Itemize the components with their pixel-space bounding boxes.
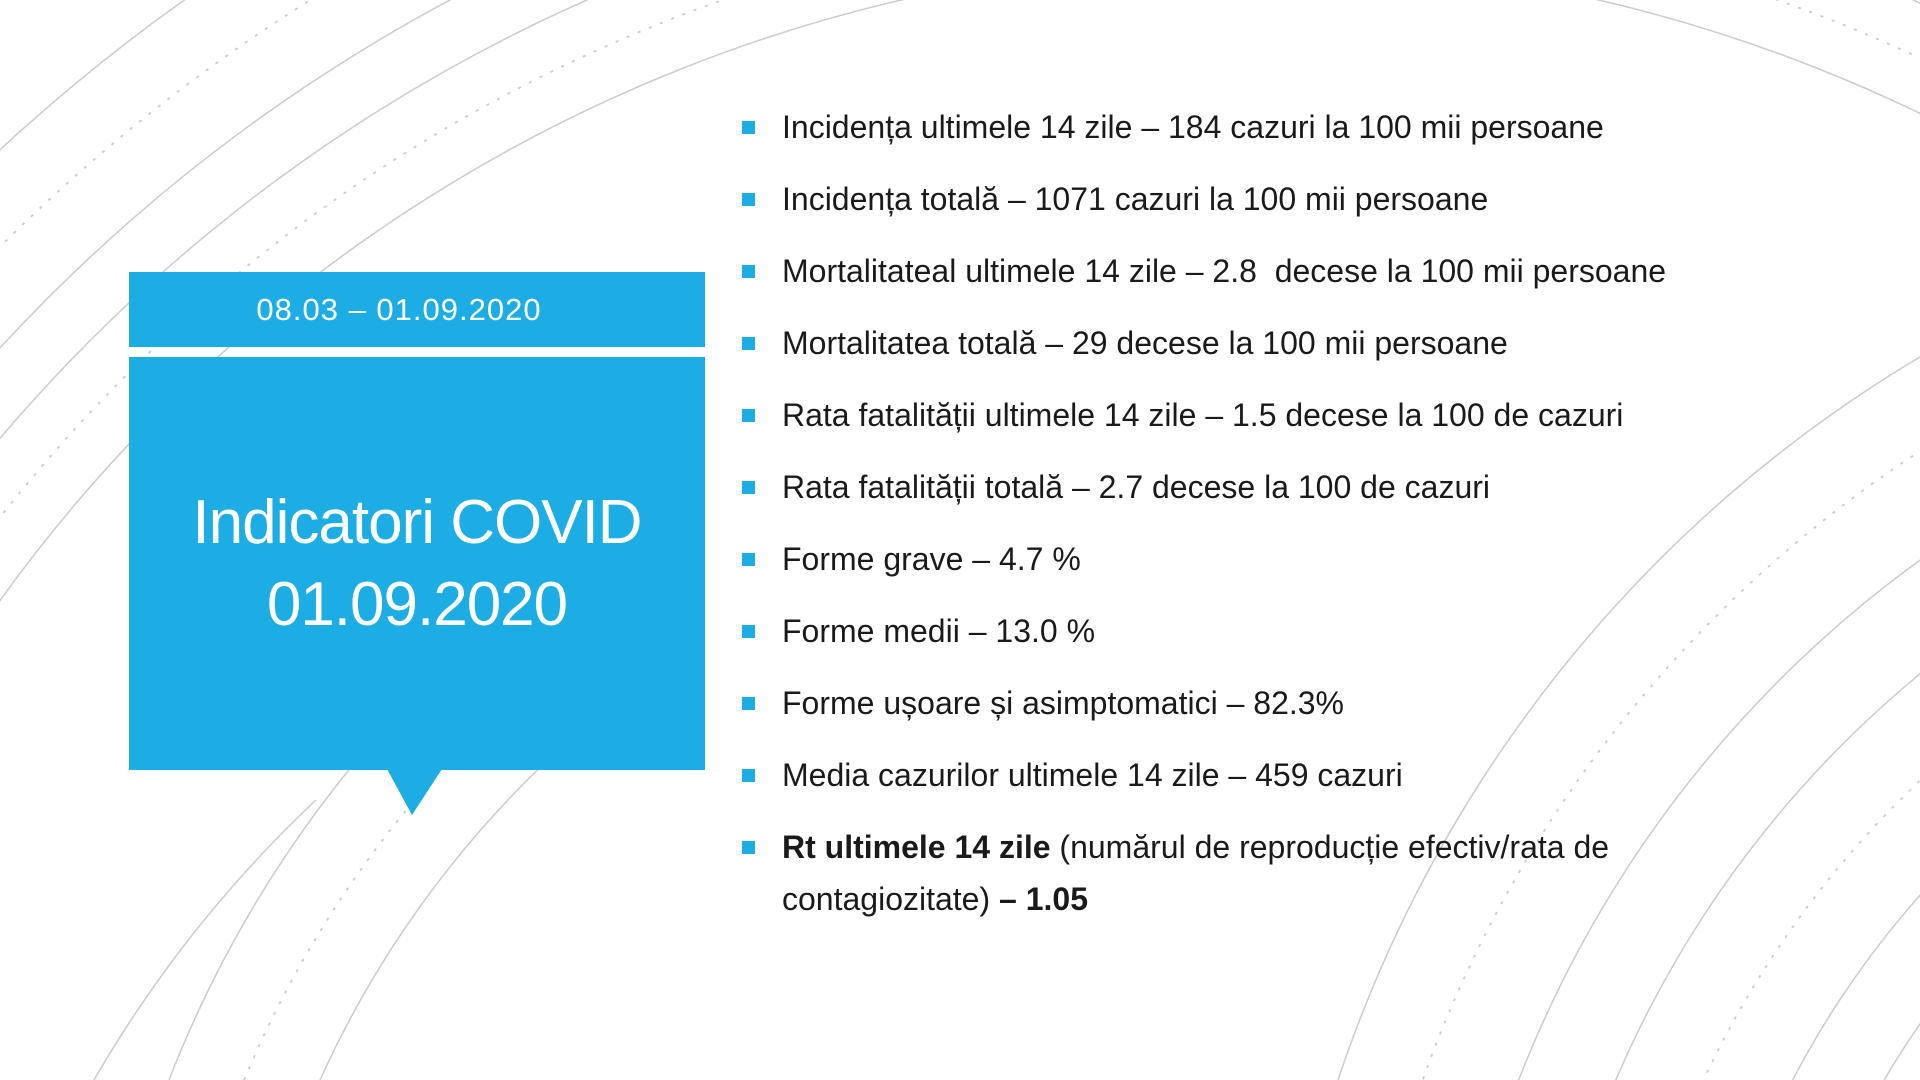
indicator-text-segment: Rata fatalității ultimele 14 zile – 1.5 … — [782, 397, 1624, 433]
indicator-text-segment: Mortalitateal ultimele 14 zile – 2.8 dec… — [782, 253, 1667, 289]
list-item: Media cazurilor ultimele 14 zile – 459 c… — [742, 749, 1812, 801]
list-item: Rata fatalității ultimele 14 zile – 1.5 … — [742, 389, 1812, 441]
list-item: Mortalitateal ultimele 14 zile – 2.8 dec… — [742, 245, 1812, 297]
square-bullet-icon — [742, 697, 755, 710]
square-bullet-icon — [742, 121, 755, 134]
indicator-text-bold-segment: – 1.05 — [999, 881, 1088, 917]
indicator-text-segment: Forme medii – 13.0 % — [782, 613, 1096, 649]
indicator-text-bold-segment: Rt ultimele 14 zile — [782, 829, 1051, 865]
title-callout-box: Indicatori COVID 01.09.2020 — [129, 357, 705, 770]
square-bullet-icon — [742, 337, 755, 350]
callout-tail-shape — [387, 769, 442, 815]
date-range-label: 08.03 – 01.09.2020 — [256, 291, 542, 327]
indicator-text: Mortalitatea totală – 29 decese la 100 m… — [782, 317, 1508, 369]
date-range-strip: 08.03 – 01.09.2020 — [129, 272, 705, 347]
list-item: Rata fatalității totală – 2.7 decese la … — [742, 461, 1812, 513]
square-bullet-icon — [742, 841, 755, 854]
indicator-text: Forme ușoare și asimptomatici – 82.3% — [782, 677, 1344, 729]
indicator-text-segment: Incidența totală – 1071 cazuri la 100 mi… — [782, 181, 1489, 217]
indicator-text: Rata fatalității ultimele 14 zile – 1.5 … — [782, 389, 1623, 441]
list-item: Forme ușoare și asimptomatici – 82.3% — [742, 677, 1812, 729]
indicator-text: Forme grave – 4.7 % — [782, 533, 1081, 585]
indicator-text-segment: Media cazurilor ultimele 14 zile – 459 c… — [782, 757, 1403, 793]
callout-tail-icon — [387, 769, 442, 815]
indicator-list: Incidența ultimele 14 zile – 184 cazuri … — [742, 101, 1812, 945]
list-item: Forme medii – 13.0 % — [742, 605, 1812, 657]
square-bullet-icon — [742, 625, 755, 638]
indicator-text-segment: Forme grave – 4.7 % — [782, 541, 1081, 577]
square-bullet-icon — [742, 769, 755, 782]
square-bullet-icon — [742, 193, 755, 206]
indicator-text: Media cazurilor ultimele 14 zile – 459 c… — [782, 749, 1403, 801]
square-bullet-icon — [742, 481, 755, 494]
indicator-text: Rt ultimele 14 zile (numărul de reproduc… — [782, 821, 1802, 925]
list-item: Forme grave – 4.7 % — [742, 533, 1812, 585]
list-item: Incidența totală – 1071 cazuri la 100 mi… — [742, 173, 1812, 225]
slide-title-line2: 01.09.2020 — [266, 569, 568, 639]
indicator-text-segment: Incidența ultimele 14 zile – 184 cazuri … — [782, 109, 1604, 145]
list-item: Rt ultimele 14 zile (numărul de reproduc… — [742, 821, 1812, 925]
indicator-text-segment: Mortalitatea totală – 29 decese la 100 m… — [782, 325, 1508, 361]
list-item: Mortalitatea totală – 29 decese la 100 m… — [742, 317, 1812, 369]
list-item: Incidența ultimele 14 zile – 184 cazuri … — [742, 101, 1812, 153]
slide-title-line1: Indicatori COVID — [192, 487, 642, 557]
indicator-text: Incidența ultimele 14 zile – 184 cazuri … — [782, 101, 1604, 153]
indicator-text: Mortalitateal ultimele 14 zile – 2.8 dec… — [782, 245, 1666, 297]
square-bullet-icon — [742, 265, 755, 278]
indicator-text-segment: (numărul de reproducție efectiv/rata de … — [782, 829, 1618, 917]
indicator-text: Rata fatalității totală – 2.7 decese la … — [782, 461, 1490, 513]
square-bullet-icon — [742, 409, 755, 422]
indicator-text: Incidența totală – 1071 cazuri la 100 mi… — [782, 173, 1488, 225]
indicator-text-segment: Rata fatalității totală – 2.7 decese la … — [782, 469, 1490, 505]
square-bullet-icon — [742, 553, 755, 566]
indicator-text: Forme medii – 13.0 % — [782, 605, 1095, 657]
indicator-text-segment: Forme ușoare și asimptomatici – 82.3% — [782, 685, 1344, 721]
